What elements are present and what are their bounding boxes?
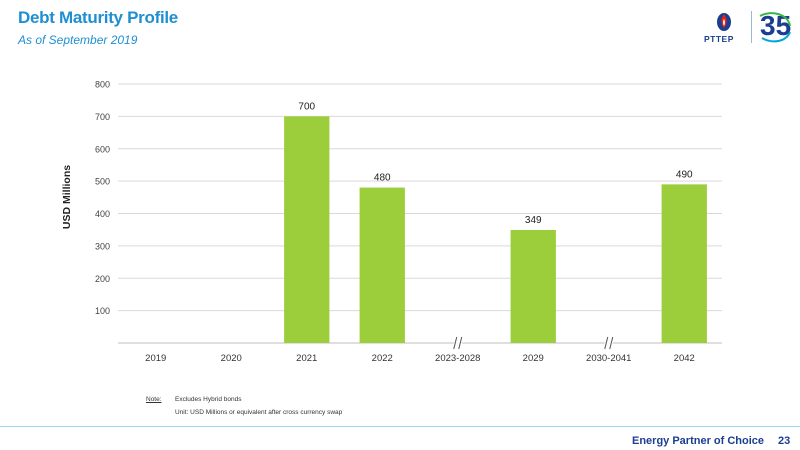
pttep-flame-logo-icon: [717, 13, 731, 31]
y-tick-label: 600: [95, 144, 110, 154]
x-tick-label: 2029: [523, 353, 544, 364]
x-tick-label: 2019: [145, 353, 166, 364]
bar-2021: [284, 116, 330, 343]
axis-break-gap: [604, 335, 613, 351]
brand-text: PTTEP: [704, 34, 734, 44]
35th-anniversary-logo-icon: 35: [759, 10, 791, 43]
y-tick-label: 700: [95, 112, 110, 122]
x-tick-label: 2042: [674, 353, 695, 364]
page-title: Debt Maturity Profile: [18, 8, 178, 27]
x-tick-label: 2023-2028: [435, 353, 480, 364]
data-label: 480: [374, 173, 391, 184]
y-tick-label: 500: [95, 177, 110, 187]
pttep-logo: 35: [717, 10, 791, 43]
page-subtitle: As of September 2019: [18, 33, 138, 47]
footer-divider: [0, 426, 800, 427]
logo-divider: [751, 11, 752, 43]
note-text: Excludes Hybrid bonds: [175, 396, 242, 403]
x-tick-label: 2020: [221, 353, 242, 364]
axis-break-mark: [453, 336, 458, 350]
data-label: 700: [298, 101, 315, 112]
y-tick-label: 100: [95, 306, 110, 316]
bars: [284, 116, 707, 343]
anniversary-number: 35: [760, 10, 791, 41]
data-label: 349: [525, 215, 542, 226]
footer-tagline: Energy Partner of Choice: [632, 435, 765, 447]
y-tick-label: 300: [95, 241, 110, 251]
note-label: Note:: [146, 396, 162, 403]
y-tick-label: 400: [95, 209, 110, 219]
axis-break-mark: [604, 336, 609, 350]
unit-note: Unit: USD Millions or equivalent after c…: [175, 409, 343, 416]
axis-break-mark: [609, 336, 614, 350]
x-tick-label: 2022: [372, 353, 393, 364]
gridlines: [118, 83, 722, 344]
y-tick-label: 200: [95, 274, 110, 284]
x-tick-label: 2021: [296, 353, 317, 364]
y-axis-title: USD Millions: [61, 165, 73, 229]
data-label: 490: [676, 169, 693, 180]
axis-break-gap: [453, 335, 462, 351]
labels: 100 200 300 400 500 600 700 800 2019 2020 700 2021 4…: [95, 80, 695, 365]
bar-2022: [359, 187, 405, 343]
bar-2042: [661, 184, 707, 343]
axis-break-mark: [458, 336, 463, 350]
x-tick-label: 2030-2041: [586, 353, 631, 364]
page-number: 23: [778, 435, 791, 447]
bar-2029: [510, 230, 556, 343]
y-tick-label: 800: [95, 80, 110, 90]
